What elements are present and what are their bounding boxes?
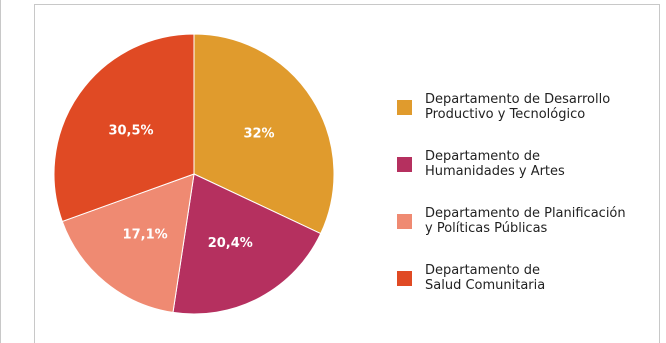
slice-data-label: 30,5% bbox=[108, 124, 153, 139]
legend-swatch bbox=[397, 100, 412, 115]
legend-label: Departamento de Desarrollo Productivo y … bbox=[425, 92, 611, 122]
legend-swatch bbox=[397, 157, 412, 172]
legend-item: Departamento de Planificación y Política… bbox=[397, 206, 657, 263]
pie-slice bbox=[53, 33, 195, 223]
pie-slices bbox=[53, 33, 335, 315]
pie-slice bbox=[193, 33, 335, 235]
slice-data-label: 32% bbox=[243, 127, 274, 142]
page-left-rule bbox=[0, 0, 1, 343]
pie-slice bbox=[172, 173, 322, 315]
legend-swatch bbox=[397, 271, 412, 286]
pie-slice bbox=[61, 173, 195, 313]
slice-data-label: 17,1% bbox=[123, 227, 168, 242]
chart-frame bbox=[34, 4, 660, 343]
legend-label: Departamento de Planificación y Política… bbox=[425, 206, 626, 236]
legend-item: Departamento de Desarrollo Productivo y … bbox=[397, 92, 657, 149]
legend-item: Departamento de Humanidades y Artes bbox=[397, 149, 657, 206]
legend-label: Departamento de Salud Comunitaria bbox=[425, 263, 546, 293]
slice-data-label: 20,4% bbox=[208, 236, 253, 251]
legend-swatch bbox=[397, 214, 412, 229]
legend-item: Departamento de Salud Comunitaria bbox=[397, 263, 657, 320]
pie-slice-labels: 32% 20,4% 17,1% 30,5% bbox=[108, 124, 274, 251]
legend-label: Departamento de Humanidades y Artes bbox=[425, 149, 565, 179]
chart-legend: Departamento de Desarrollo Productivo y … bbox=[397, 92, 657, 320]
